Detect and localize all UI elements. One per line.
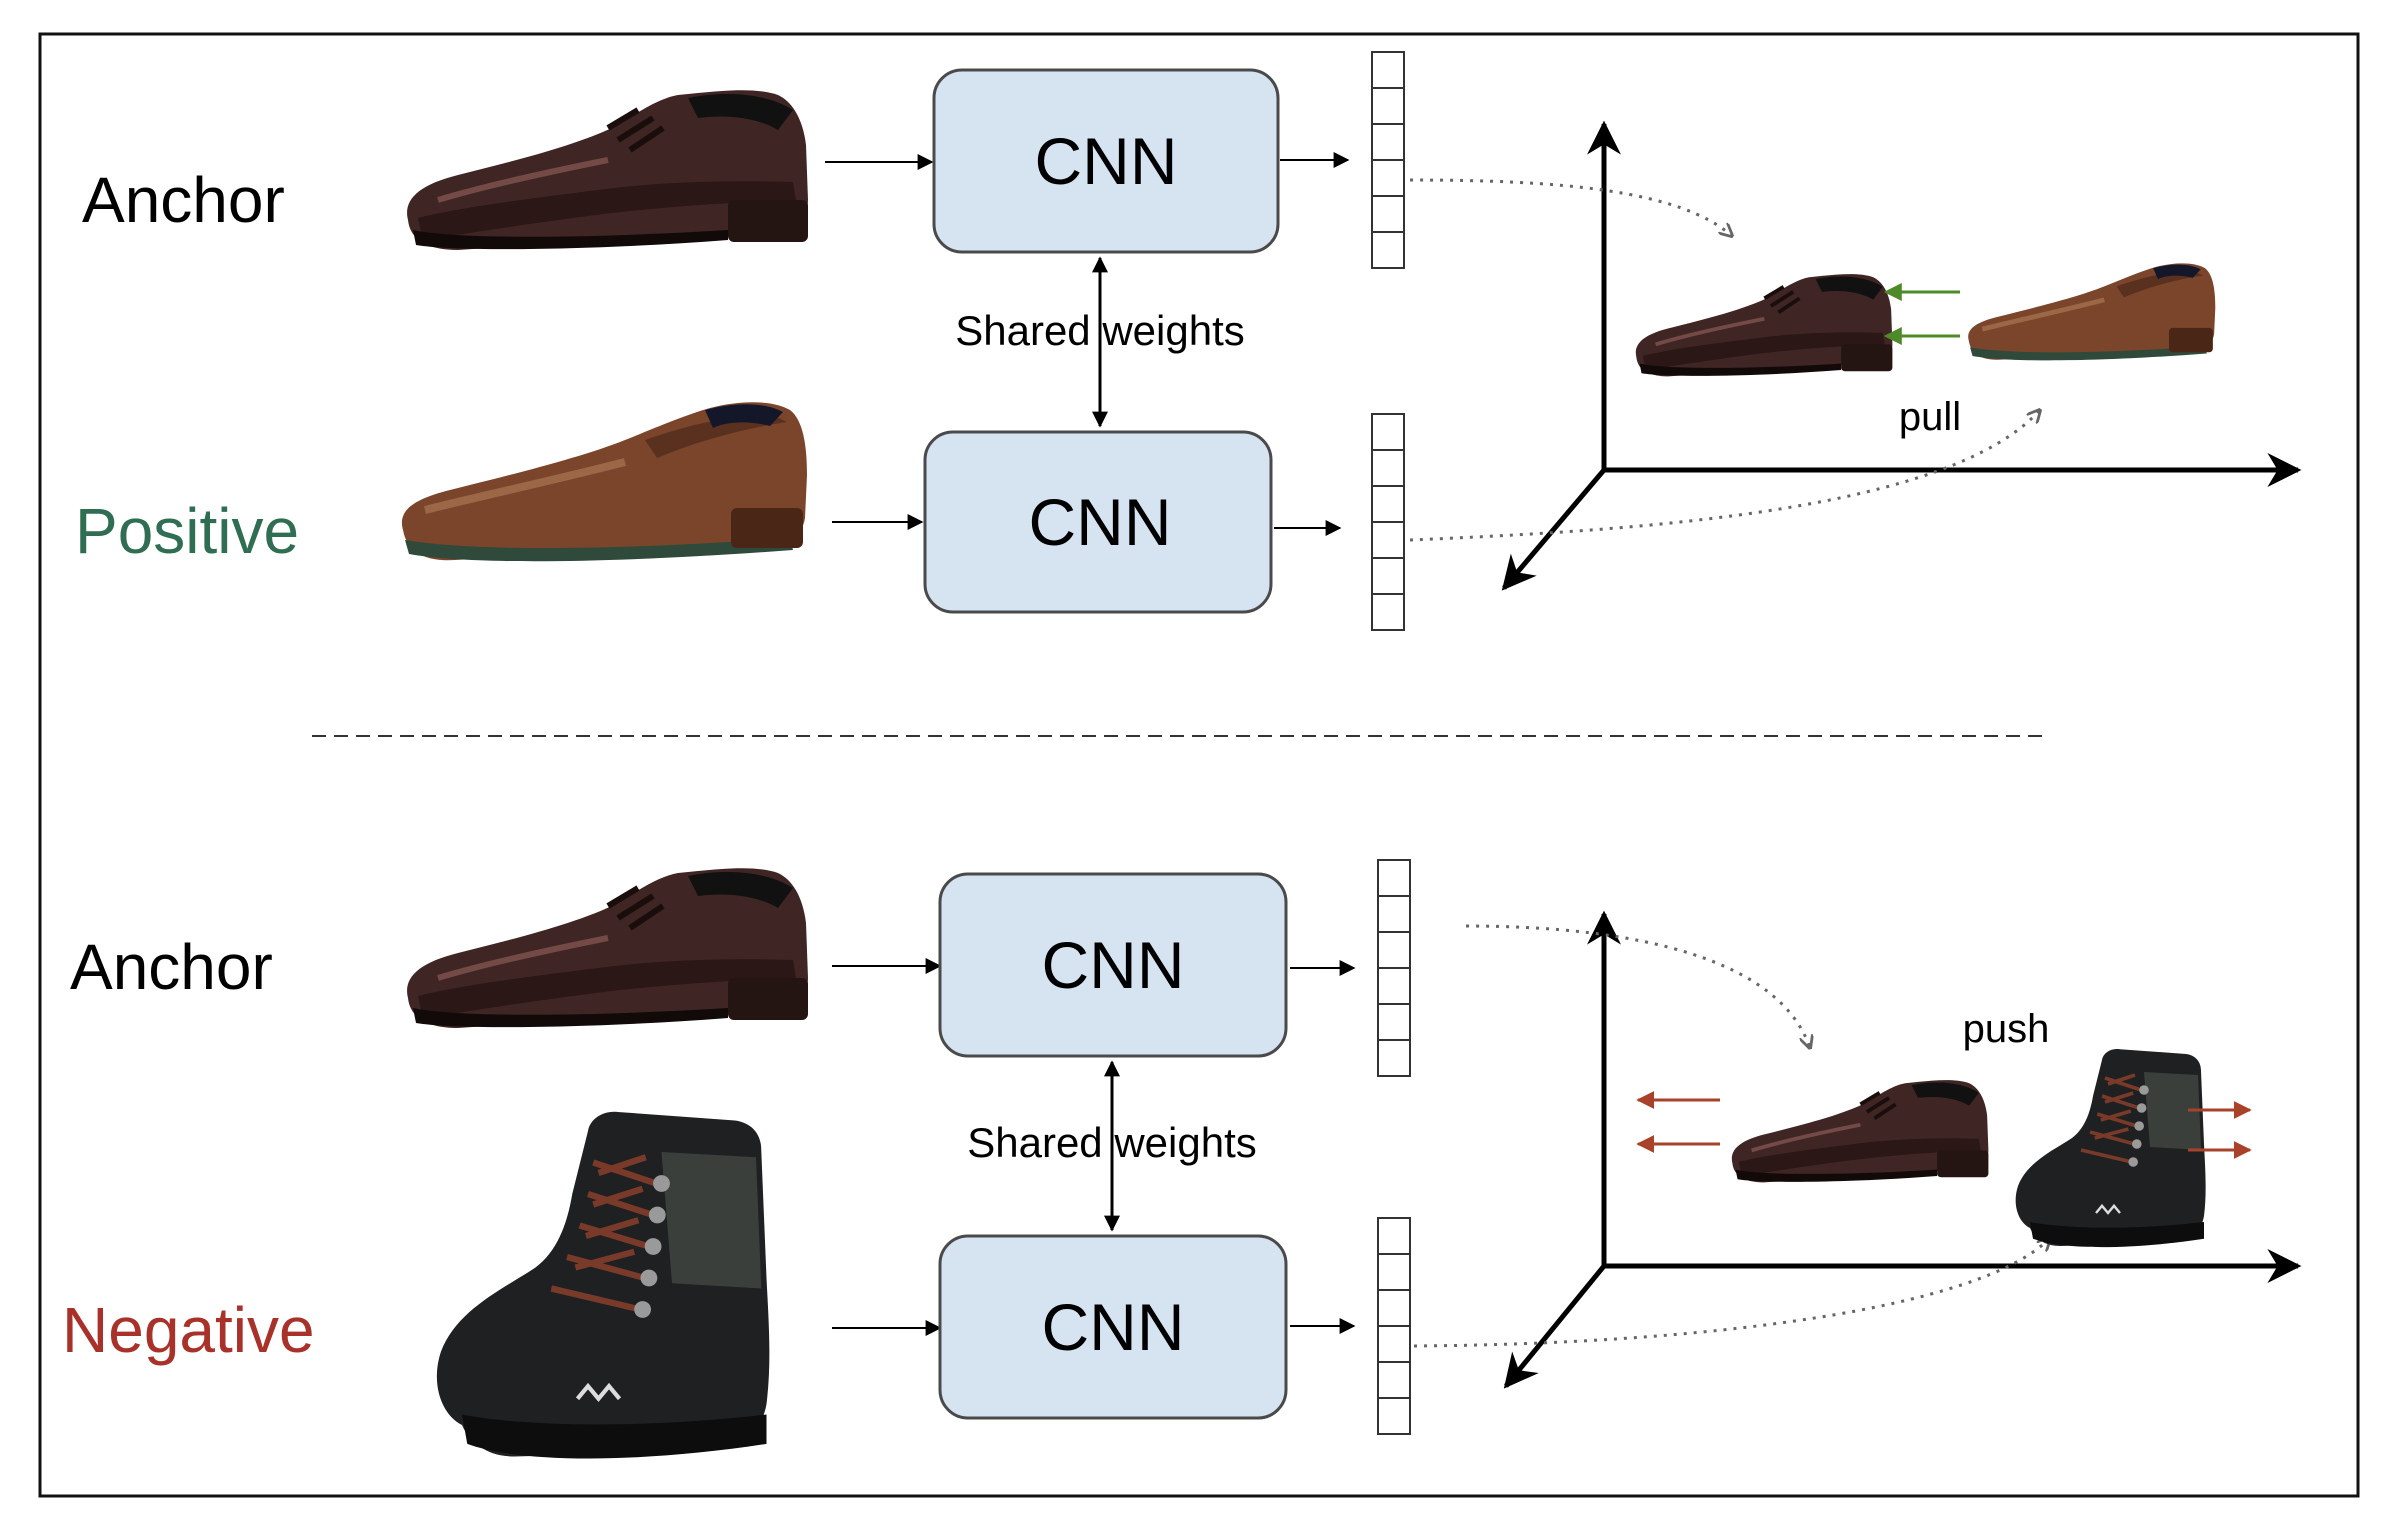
bottom-anchor-label: Anchor — [70, 931, 273, 1003]
bottom-negative-label: Negative — [62, 1294, 315, 1366]
loafer-icon — [402, 402, 807, 561]
cnn-box — [938, 872, 1288, 1058]
bottom-panel: Anchor Negative CNN CNN Shared weights p… — [62, 859, 2302, 1459]
cnn-box — [938, 1234, 1288, 1420]
push-label: push — [1963, 1007, 2050, 1051]
cnn-box — [923, 430, 1273, 614]
dress-shoe-icon — [1729, 1078, 1991, 1185]
mapping-arrow — [1413, 1238, 2050, 1348]
outer-frame — [38, 32, 2360, 1498]
feature-vector — [1377, 1217, 1411, 1435]
cnn-label: CNN — [1035, 124, 1178, 198]
embedding-z-axis — [1503, 1264, 1606, 1389]
top-positive-label: Positive — [75, 495, 299, 567]
embedding-z-axis — [1501, 468, 1606, 591]
hiking-boot-icon — [2013, 1047, 2208, 1249]
loafer-icon — [1968, 263, 2215, 360]
mapping-arrow — [1409, 410, 2040, 542]
feature-vector — [1377, 859, 1411, 1077]
dress-shoe-icon — [1633, 272, 1895, 379]
cnn-label: CNN — [1029, 485, 1172, 559]
top-panel: Anchor Positive CNN CNN Shared weights p… — [75, 51, 2302, 631]
feature-vector — [1371, 51, 1405, 269]
hiking-boot-icon — [437, 1112, 769, 1459]
top-anchor-label: Anchor — [82, 164, 285, 236]
feature-vector — [1371, 413, 1405, 631]
cnn-label: CNN — [1042, 928, 1185, 1002]
dress-shoe-icon — [407, 90, 808, 250]
shared-weights-backdrop — [942, 306, 1262, 356]
pull-label: pull — [1899, 395, 1961, 439]
dress-shoe-icon — [407, 868, 808, 1028]
mapping-arrow — [1409, 178, 1732, 236]
mapping-arrow — [1465, 924, 1810, 1048]
cnn-box — [932, 68, 1280, 254]
cnn-label: CNN — [1042, 1290, 1185, 1364]
